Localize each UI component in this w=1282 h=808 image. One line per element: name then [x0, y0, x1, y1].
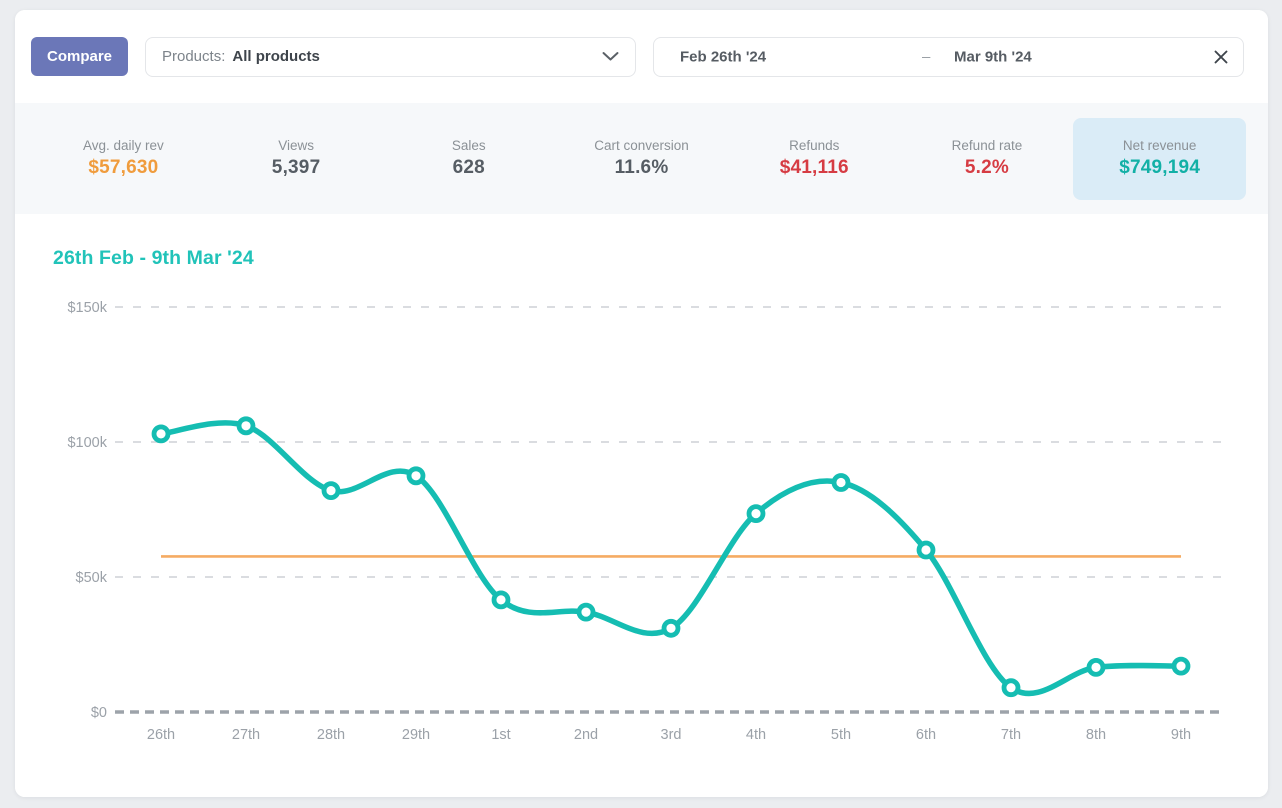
close-icon [1213, 49, 1229, 65]
dashboard-card: Compare Products: All products Feb 26th … [15, 10, 1268, 797]
stats-band: Avg. daily rev $57,630 Views 5,397 Sales… [15, 103, 1268, 214]
x-axis-tick: 9th [1171, 727, 1191, 743]
stat-net-revenue: Net revenue $749,194 [1073, 117, 1247, 200]
stat-refund-rate: Refund rate 5.2% [901, 118, 1074, 200]
revenue-chart: 26th Feb - 9th Mar '24 $150k $100k $50k $0 2… [15, 214, 1268, 797]
products-select-value: All products [232, 48, 320, 65]
x-axis-tick: 8th [1086, 727, 1106, 743]
y-axis-tick: $50k [76, 570, 108, 586]
data-point-marker[interactable] [831, 473, 851, 492]
products-select[interactable]: Products: All products [145, 36, 636, 77]
x-axis-tick: 2nd [574, 727, 598, 743]
revenue-line [158, 420, 1184, 697]
y-axis-tick: $150k [67, 300, 107, 316]
revenue-chart-svg: $150k $100k $50k $0 26th 27th 28th 29th 1st 2nd 3r… [67, 300, 1225, 743]
stat-label: Sales [451, 138, 486, 153]
stat-avg-daily-rev: Avg. daily rev $57,630 [37, 118, 210, 200]
data-point-marker[interactable] [916, 540, 936, 560]
stat-label: Views [278, 138, 314, 153]
chevron-down-icon [602, 51, 619, 62]
data-point-marker[interactable] [1001, 678, 1021, 698]
stat-value: 5.2% [964, 157, 1009, 178]
clear-date-range-button[interactable] [1210, 46, 1232, 68]
toolbar: Compare Products: All products Feb 26th … [15, 10, 1268, 103]
x-axis-tick: 26th [147, 727, 175, 743]
stat-value: $41,116 [779, 157, 849, 178]
stat-label: Net revenue [1122, 138, 1197, 153]
stat-refunds: Refunds $41,116 [728, 118, 901, 200]
x-axis-tick: 29th [402, 727, 430, 743]
chart-title: 26th Feb - 9th Mar '24 [53, 247, 254, 269]
stat-value: 628 [452, 157, 485, 178]
products-select-label: Products: [162, 48, 226, 65]
stat-value: 5,397 [271, 157, 321, 178]
date-range-start[interactable]: Feb 26th '24 [680, 48, 767, 65]
stat-cart-conversion: Cart conversion 11.6% [555, 118, 728, 200]
stat-label: Refunds [789, 138, 840, 153]
x-axis-tick: 27th [232, 727, 260, 743]
data-point-marker[interactable] [1171, 656, 1191, 676]
x-axis-tick: 28th [317, 727, 345, 743]
date-range-picker[interactable]: Feb 26th '24 – Mar 9th '24 [653, 36, 1244, 77]
x-axis-tick: 4th [746, 727, 766, 743]
stat-label: Avg. daily rev [82, 138, 164, 153]
compare-button[interactable]: Compare [31, 37, 128, 76]
stat-value: 11.6% [614, 157, 669, 178]
data-point-marker[interactable] [746, 504, 766, 524]
x-axis-tick: 5th [831, 727, 851, 743]
data-point-marker[interactable] [576, 602, 596, 622]
data-point-marker[interactable] [491, 590, 511, 610]
stat-label: Cart conversion [594, 138, 689, 153]
data-point-marker[interactable] [321, 481, 341, 501]
stat-value: $57,630 [88, 157, 159, 178]
x-axis-tick: 7th [1001, 727, 1021, 743]
date-range-end[interactable]: Mar 9th '24 [954, 48, 1032, 65]
date-range-separator: – [922, 48, 931, 65]
data-point-marker[interactable] [151, 424, 171, 444]
data-point-marker[interactable] [661, 618, 681, 638]
stat-label: Refund rate [951, 138, 1023, 153]
y-axis-tick: $100k [67, 435, 107, 451]
data-point-marker[interactable] [1086, 657, 1106, 677]
x-axis-tick: 1st [491, 727, 510, 743]
data-point-marker[interactable] [406, 466, 426, 486]
stat-value: $749,194 [1119, 157, 1201, 178]
x-axis-tick: 6th [916, 727, 936, 743]
x-axis-tick: 3rd [661, 727, 682, 743]
stat-views: Views 5,397 [210, 118, 383, 200]
y-axis-tick: $0 [91, 705, 107, 721]
stat-sales: Sales 628 [382, 118, 555, 200]
data-point-marker[interactable] [236, 416, 256, 436]
